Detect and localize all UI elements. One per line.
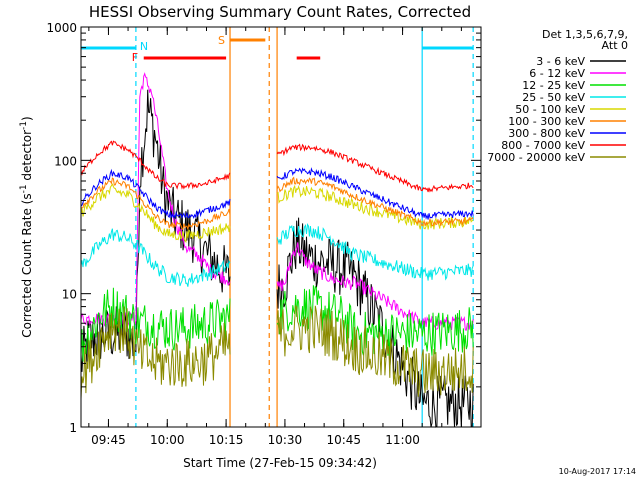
y-axis-label: Corrected Count Rate (s-1 detector-1): [19, 116, 34, 337]
y-tick-label: 1000: [46, 21, 77, 35]
legend-label: 12 - 25 keV: [522, 79, 585, 92]
generated-timestamp: 10-Aug-2017 17:14: [559, 467, 636, 476]
series-line: [80, 223, 474, 287]
y-axis-ticks: 1 10 100 1000: [46, 21, 481, 435]
series-line: [80, 304, 474, 399]
x-tick-label: 10:45: [326, 433, 361, 447]
series-line: [80, 285, 474, 362]
data-series: [80, 72, 474, 428]
series-line: [80, 140, 474, 193]
flare-flag-label: F: [132, 51, 138, 64]
legend-label: 50 - 100 keV: [515, 103, 585, 116]
series-line: [80, 176, 474, 230]
y-tick-label: 1: [69, 421, 77, 435]
plot-frame: [80, 26, 482, 428]
saa-flag-label: S: [218, 34, 225, 47]
legend-header-attenuator: Att 0: [602, 39, 628, 52]
x-tick-label: 11:00: [385, 433, 420, 447]
observing-flags: NF S: [81, 34, 474, 64]
y-tick-label: 100: [54, 154, 77, 168]
legend-label: 800 - 7000 keV: [501, 139, 585, 152]
x-tick-label: 10:15: [209, 433, 244, 447]
x-tick-label: 10:00: [150, 433, 185, 447]
legend-label: 100 - 300 keV: [508, 115, 585, 128]
legend-label: 6 - 12 keV: [529, 67, 585, 80]
x-axis-label: Start Time (27-Feb-15 09:34:42): [183, 456, 377, 470]
night-flag-label: N: [140, 40, 148, 53]
x-tick-label: 09:45: [91, 433, 126, 447]
x-axis-ticks: 09:45 10:00 10:15 10:30 10:45 11:00: [88, 27, 482, 447]
legend-header-detectors: Det 1,3,5,6,7,9,: [542, 28, 628, 41]
series-line: [80, 183, 474, 244]
y-tick-label: 10: [62, 288, 77, 302]
legend-label: 25 - 50 keV: [522, 91, 585, 104]
x-tick-label: 10:30: [268, 433, 303, 447]
series-line: [80, 167, 474, 220]
legend-label: 7000 - 20000 keV: [487, 151, 585, 164]
legend-label: 3 - 6 keV: [536, 55, 585, 68]
legend-label: 300 - 800 keV: [508, 127, 585, 140]
chart-title: HESSI Observing Summary Count Rates, Cor…: [89, 3, 471, 21]
